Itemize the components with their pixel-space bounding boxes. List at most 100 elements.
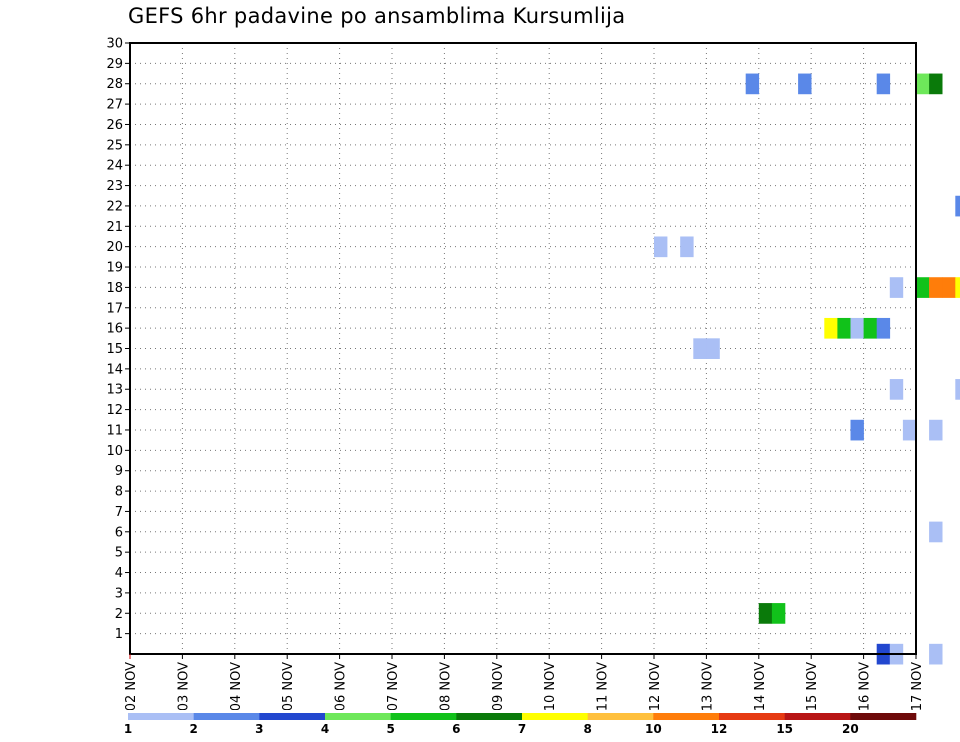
x-tick-label: 07 NOV: [386, 662, 401, 710]
y-tick-label: 23: [106, 179, 123, 194]
precip-cell: [850, 419, 864, 441]
precip-cell: [680, 236, 694, 258]
colorbar-swatch: [325, 713, 391, 720]
precip-cell: [902, 419, 917, 441]
x-tick-label: 15 NOV: [805, 662, 820, 710]
colorbar-swatch: [522, 713, 588, 720]
precip-cell: [942, 277, 956, 298]
precip-cell: [837, 317, 851, 339]
y-tick-label: 19: [106, 261, 123, 276]
colorbar-label: 15: [776, 722, 793, 736]
y-tick-label: 2: [115, 607, 123, 622]
x-tick-label: 12 NOV: [648, 662, 663, 710]
y-tick-label: 8: [115, 485, 123, 500]
colorbar-swatch: [456, 713, 523, 720]
precip-cell: [876, 73, 891, 95]
x-tick-label: 05 NOV: [281, 662, 296, 710]
x-tick-label: 13 NOV: [700, 662, 715, 710]
y-tick-label: 1: [115, 627, 123, 642]
y-tick-label: 17: [106, 301, 123, 316]
y-tick-label: 9: [115, 464, 123, 479]
x-tick-label: 06 NOV: [334, 662, 349, 710]
colorbar-label: 2: [189, 722, 197, 736]
colorbar-swatch: [193, 713, 260, 720]
y-tick-label: 7: [115, 505, 123, 520]
colorbar-label: 10: [645, 722, 662, 736]
cell-layer: [654, 73, 960, 665]
plot-frame: [129, 42, 917, 655]
colorbar-label: 3: [255, 722, 263, 736]
colorbar-swatch: [390, 713, 457, 720]
y-tick-label: 4: [115, 566, 123, 581]
colorbar-swatch: [259, 713, 326, 720]
colorbar-swatch: [128, 713, 194, 720]
precip-cell: [929, 73, 943, 95]
precip-cell: [654, 236, 668, 258]
y-tick-label: 25: [106, 138, 123, 153]
precip-cell: [955, 277, 960, 298]
y-tick-label: 29: [106, 57, 123, 72]
colorbar-label: 5: [386, 722, 394, 736]
precip-cell: [745, 73, 760, 95]
colorbar-label: 4: [321, 722, 329, 736]
y-tick-label: 26: [106, 118, 123, 133]
y-tick-label: 16: [106, 322, 123, 337]
precip-cell: [889, 379, 904, 400]
precip-cell: [955, 379, 960, 400]
colorbar-label: 8: [583, 722, 591, 736]
x-tick-label: 11 NOV: [596, 662, 611, 710]
y-tick-label: 30: [106, 37, 123, 52]
colorbar-swatch: [719, 713, 785, 720]
precip-cell: [798, 73, 812, 95]
y-tick-label: 6: [115, 525, 123, 540]
x-tick-label: 02 NOV: [124, 662, 139, 710]
x-tick-label: 04 NOV: [229, 662, 244, 710]
colorbar-swatch: [784, 713, 851, 720]
y-tick-label: 14: [106, 362, 123, 377]
precip-cell: [824, 317, 838, 339]
colorbar-swatch: [850, 713, 917, 720]
precip-cell: [929, 521, 943, 543]
y-tick-label: 3: [115, 586, 123, 601]
x-tick-label: 08 NOV: [438, 662, 453, 710]
colorbar-label: 6: [452, 722, 460, 736]
precip-cell: [929, 277, 943, 298]
colorbar-label: 20: [842, 722, 859, 736]
y-tick-label: 11: [106, 423, 123, 438]
precip-cell: [850, 317, 864, 339]
precip-cell: [863, 317, 877, 339]
heatmap-plot: 1234567891011121314151617181920212223242…: [106, 37, 960, 710]
precip-cell: [876, 317, 891, 339]
y-tick-label: 10: [106, 444, 123, 459]
precip-cell: [916, 73, 930, 95]
y-tick-label: 21: [106, 220, 123, 235]
colorbar-label: 7: [518, 722, 526, 736]
colorbar-label: 1: [124, 722, 132, 736]
colorbar-swatch: [587, 713, 654, 720]
y-tick-label: 27: [106, 98, 123, 113]
y-tick-label: 12: [106, 403, 123, 418]
chart-title: GEFS 6hr padavine po ansamblima Kursumli…: [128, 4, 626, 28]
precip-cell: [929, 643, 943, 665]
x-axis: 02 NOV 03 NOV 04 NOV 05 NOV 06 NOV 07 NOV 08 N…: [124, 654, 925, 710]
y-tick-label: 20: [106, 240, 123, 255]
y-tick-label: 24: [106, 159, 123, 174]
x-tick-label: 17 NOV: [910, 662, 925, 710]
y-axis: 1234567891011121314151617181920212223242…: [106, 37, 130, 642]
colorbar-swatch: [653, 713, 720, 720]
precip-cell: [929, 419, 943, 441]
grid-layer: [130, 43, 916, 654]
y-tick-label: 5: [115, 546, 123, 561]
x-tick-label: 16 NOV: [858, 662, 873, 710]
y-tick-label: 22: [106, 199, 123, 214]
y-tick-label: 18: [106, 281, 123, 296]
colorbar-layer: 1 2 3 4 5 6 7 8 10 12 15 20: [124, 713, 917, 736]
y-tick-label: 28: [106, 77, 123, 92]
colorbar-label: 12: [711, 722, 728, 736]
x-tick-label: 14 NOV: [753, 662, 768, 710]
x-tick-label: 03 NOV: [176, 662, 191, 710]
precip-cell: [916, 277, 930, 298]
precip-cell: [889, 277, 904, 298]
y-tick-label: 13: [106, 383, 123, 398]
x-tick-label: 10 NOV: [543, 662, 558, 710]
